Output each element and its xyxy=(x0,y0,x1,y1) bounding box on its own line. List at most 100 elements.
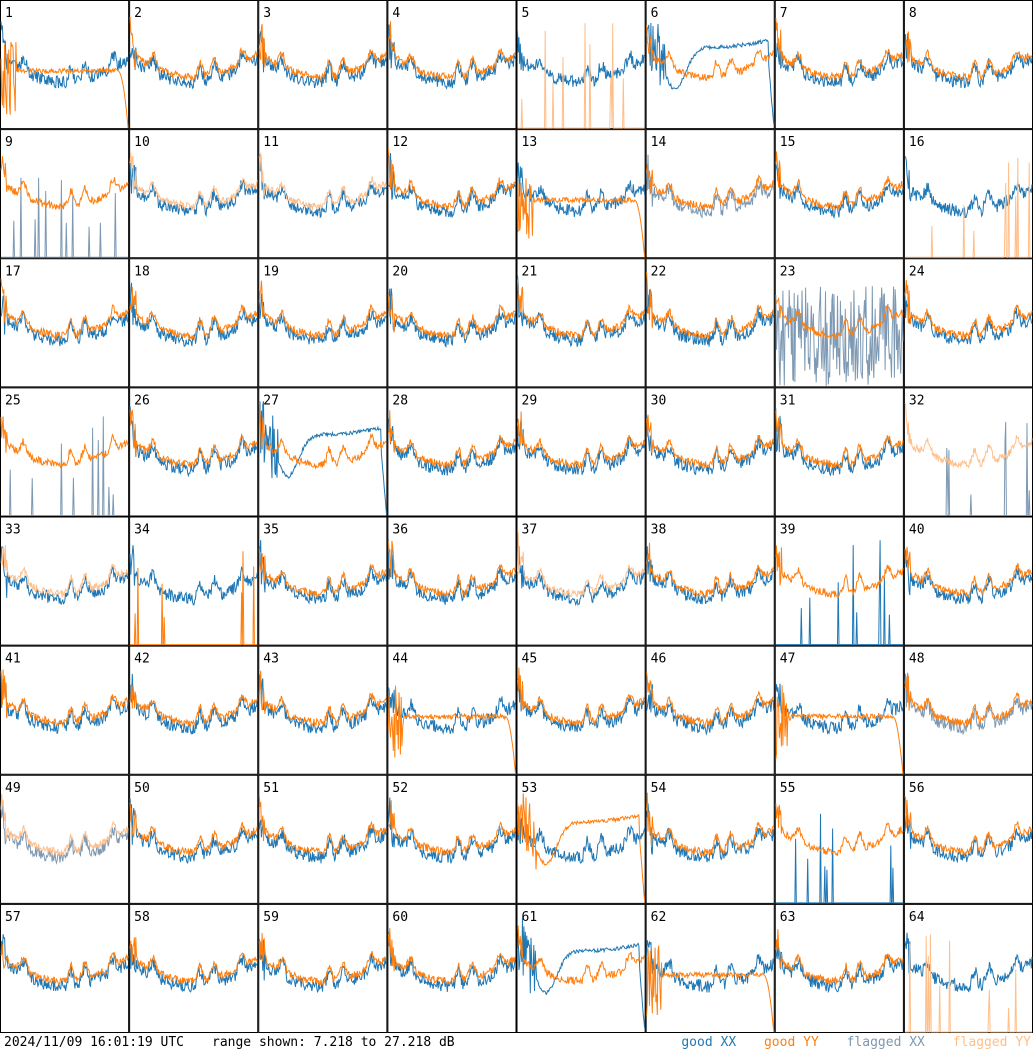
panel-label: 41 xyxy=(5,652,21,667)
series-yy-line xyxy=(646,792,775,857)
panel-32: 32 xyxy=(903,387,1033,517)
panel-label: 15 xyxy=(780,135,796,150)
series-yy-line xyxy=(387,410,516,469)
series-yy-line xyxy=(904,675,1033,727)
panel-label: 36 xyxy=(392,523,408,538)
panel-20: 20 xyxy=(387,258,517,388)
panel-51: 51 xyxy=(258,774,388,904)
panel-frame xyxy=(516,258,646,388)
series-yy-line xyxy=(775,685,904,774)
series-xx-line xyxy=(775,286,904,386)
panel-24: 24 xyxy=(903,258,1033,388)
series-xx-line xyxy=(517,275,646,348)
timestamp: 2024/11/09 16:01:19 UTC xyxy=(4,1035,185,1050)
series-yy-line xyxy=(129,409,258,469)
panel-2: 2 xyxy=(129,0,259,130)
panel-label: 17 xyxy=(5,264,21,279)
series-xx-line xyxy=(775,408,904,477)
series-yy-line xyxy=(258,548,387,599)
panel-26: 26 xyxy=(129,387,259,517)
series-yy-line xyxy=(387,685,516,774)
panel-label: 10 xyxy=(134,135,150,150)
panel-label: 31 xyxy=(780,393,796,408)
panel-label: 7 xyxy=(780,6,788,21)
series-yy-line xyxy=(517,279,646,340)
panel-9: 9 xyxy=(0,129,130,259)
series-yy-line xyxy=(258,402,387,470)
series-yy-line xyxy=(387,148,516,210)
panel-label: 42 xyxy=(134,652,150,667)
panel-50: 50 xyxy=(129,774,259,904)
series-yy-line xyxy=(646,414,775,469)
series-yy-line xyxy=(775,929,904,985)
series-xx-line xyxy=(517,678,645,733)
series-yy-line xyxy=(517,925,646,985)
panel-53: 53 xyxy=(516,774,646,904)
series-xx-line xyxy=(387,931,516,992)
panel-23: 23 xyxy=(774,258,904,388)
panel-label: 2 xyxy=(134,6,142,21)
panel-59: 59 xyxy=(258,903,388,1033)
panel-label: 20 xyxy=(392,264,408,279)
panel-label: 30 xyxy=(651,393,667,408)
series-yy-line xyxy=(646,542,775,598)
series-yy-line xyxy=(129,16,258,82)
panel-label: 50 xyxy=(134,781,150,796)
series-yy-line xyxy=(388,800,516,857)
series-xx-line xyxy=(258,540,387,605)
series-yy-line xyxy=(258,24,387,83)
series-yy-line xyxy=(129,937,258,985)
panel-49: 49 xyxy=(0,774,130,904)
panel-label: 55 xyxy=(780,781,796,796)
panel-38: 38 xyxy=(645,516,775,646)
series-yy-line xyxy=(646,25,775,82)
series-xx-line xyxy=(517,30,645,87)
panel-14: 14 xyxy=(645,129,775,259)
panel-6: 6 xyxy=(645,0,775,130)
panel-52: 52 xyxy=(387,774,517,904)
series-xx-line xyxy=(387,687,516,735)
panel-label: 4 xyxy=(392,6,400,21)
series-xx-line xyxy=(129,47,258,90)
series-yy-line xyxy=(258,670,387,727)
series-xx-line xyxy=(646,22,775,125)
panel-label: 63 xyxy=(780,910,796,925)
series-xx-line xyxy=(0,21,129,89)
panel-label: 49 xyxy=(5,781,21,796)
panel-label: 14 xyxy=(651,135,667,150)
panel-35: 35 xyxy=(258,516,388,646)
panel-36: 36 xyxy=(387,516,517,646)
panel-frame xyxy=(0,0,130,130)
panel-29: 29 xyxy=(516,387,646,517)
series-yy-line xyxy=(0,278,129,341)
panel-label: 58 xyxy=(134,910,150,925)
panel-46: 46 xyxy=(645,645,775,775)
series-yy-line xyxy=(517,178,646,258)
series-yy-line xyxy=(0,669,129,728)
panel-frame xyxy=(258,387,388,517)
series-xx-line xyxy=(258,401,387,514)
series-yy-line xyxy=(130,551,258,646)
series-xx-line xyxy=(258,819,387,864)
panel-label: 24 xyxy=(909,264,925,279)
panel-45: 45 xyxy=(516,645,646,775)
series-xx-line xyxy=(775,940,904,994)
panel-64: 64 xyxy=(903,903,1033,1033)
panel-label: 40 xyxy=(909,523,925,538)
series-yy-line xyxy=(775,545,904,598)
panel-frame xyxy=(387,0,517,130)
series-xx-line xyxy=(258,31,387,89)
series-yy-line xyxy=(904,402,1033,469)
panel-60: 60 xyxy=(387,903,517,1033)
panel-label: 23 xyxy=(780,264,796,279)
panel-34: 34 xyxy=(129,516,259,646)
legend-good-xx: good XX xyxy=(681,1035,737,1050)
panel-56: 56 xyxy=(903,774,1033,904)
series-yy-line xyxy=(387,21,516,81)
series-xx-line xyxy=(646,546,775,605)
panel-54: 54 xyxy=(645,774,775,904)
series-xx-line xyxy=(646,415,775,476)
panel-label: 54 xyxy=(651,781,667,796)
series-yy-line xyxy=(904,546,1033,598)
